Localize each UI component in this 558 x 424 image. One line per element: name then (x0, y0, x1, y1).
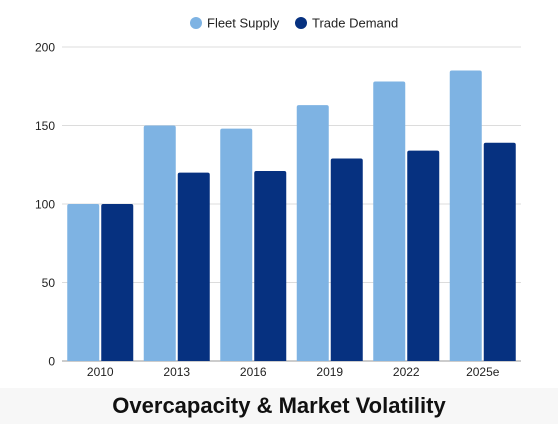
y-tick-label-50: 50 (42, 276, 56, 290)
legend-label-trade-demand: Trade Demand (312, 16, 398, 31)
bar-trade-demand-2019 (330, 158, 363, 361)
bar-trade-demand-2010 (101, 204, 134, 361)
y-axis: 0 50 100 150 200 (35, 41, 55, 369)
bar-trade-demand-2016 (254, 171, 287, 361)
bar-fleet-supply-2025e (449, 70, 482, 362)
x-tick-label-2016: 2016 (240, 365, 267, 379)
bar-fleet-supply-2013 (143, 125, 176, 361)
legend-swatch-trade-demand (295, 17, 307, 29)
x-tick-label-2019: 2019 (316, 365, 343, 379)
legend-label-fleet-supply: Fleet Supply (207, 16, 280, 31)
y-tick-label-0: 0 (48, 355, 55, 369)
gridlines (62, 46, 521, 362)
bar-fleet-supply-2019 (296, 105, 329, 361)
bars (67, 70, 516, 362)
bar-trade-demand-2013 (177, 172, 210, 361)
y-tick-label-200: 200 (35, 41, 55, 55)
chart-card: Fleet Supply Trade Demand 0 50 100 150 200 2… (34, 15, 521, 379)
bar-trade-demand-2022 (407, 150, 440, 361)
bar-fleet-supply-2022 (373, 81, 406, 361)
legend: Fleet Supply Trade Demand (190, 16, 398, 31)
x-tick-label-2022: 2022 (393, 365, 420, 379)
legend-swatch-fleet-supply (190, 17, 202, 29)
bar-fleet-supply-2016 (220, 128, 253, 361)
y-tick-label-150: 150 (35, 119, 55, 133)
x-tick-label-2025e: 2025e (466, 365, 500, 379)
bar-chart: Fleet Supply Trade Demand 0 50 100 150 200 2… (35, 16, 521, 379)
y-tick-label-100: 100 (35, 198, 55, 212)
bar-trade-demand-2025e (483, 142, 516, 361)
x-tick-label-2013: 2013 (163, 365, 190, 379)
x-tick-label-2010: 2010 (87, 365, 114, 379)
chart-title: Overcapacity & Market Volatility (0, 388, 558, 424)
bar-fleet-supply-2010 (67, 204, 100, 361)
x-axis: 2010 2013 2016 2019 2022 2025e (87, 365, 500, 379)
